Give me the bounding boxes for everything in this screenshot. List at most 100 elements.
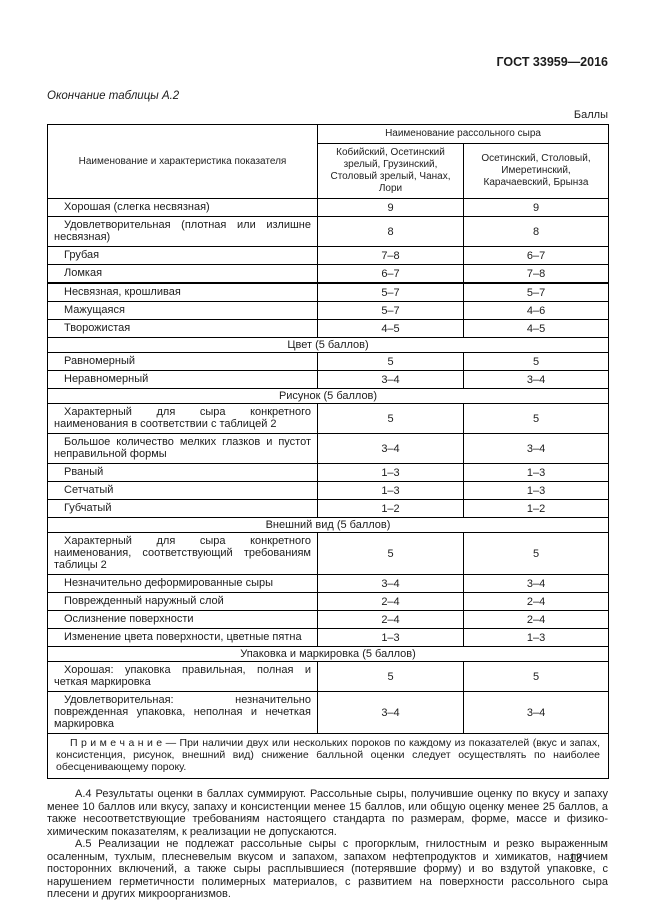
table-caption: Окончание таблицы А.2 [47, 89, 180, 102]
score-cell-group2: 5–7 [462, 282, 610, 302]
table-row: Характерный для сыра конкретного наимено… [47, 532, 610, 575]
indicator-cell: Равномерный [47, 352, 318, 371]
score-cell-group2: 5 [462, 661, 610, 692]
score-cell-group2: 9 [462, 198, 610, 217]
table-row: Мажущаяся 5–7 4–6 [47, 301, 610, 320]
score-cell-group2: 1–3 [462, 463, 610, 482]
score-cell-group1: 3–4 [317, 574, 464, 593]
score-cell-group1: 5–7 [317, 282, 464, 302]
table-row: Ломкая 6–7 7–8 [47, 264, 610, 284]
table-row: Незначительно деформированные сыры 3–4 3–4 [47, 574, 610, 593]
score-cell-group2: 6–7 [462, 246, 610, 265]
page-number: 13 [569, 852, 582, 865]
score-cell-group2: 2–4 [462, 592, 610, 611]
table-section-row: Цвет (5 баллов) [46, 337, 610, 353]
score-cell-group2: 4–6 [462, 301, 610, 320]
score-cell-group2: 5 [462, 352, 610, 371]
score-cell-group1: 2–4 [317, 592, 464, 611]
col-header-cheese-group2: Осетинский, Столовый, Имеретинский, Кара… [462, 143, 610, 199]
score-cell-group1: 3–4 [317, 370, 464, 389]
score-cell-group2: 3–4 [462, 370, 610, 389]
score-cell-group2: 5 [462, 532, 610, 575]
score-cell-group1: 4–5 [317, 319, 464, 338]
table-note-row: П р и м е ч а н и е — При наличии двух и… [46, 733, 610, 779]
table-row: Рваный 1–3 1–3 [47, 463, 610, 482]
table-row: Несвязная, крошливая 5–7 5–7 [47, 282, 610, 302]
col-header-indicator: Наименование и характеристика показателя [47, 124, 318, 199]
score-cell-group2: 1–3 [462, 481, 610, 500]
table-row: Хорошая: упаковка правильная, полная и ч… [47, 661, 610, 692]
score-cell-group2: 8 [462, 216, 610, 247]
score-cell-group1: 6–7 [317, 264, 464, 284]
score-cell-group1: 5–7 [317, 301, 464, 320]
table-row: Творожистая 4–5 4–5 [47, 319, 610, 338]
indicator-cell: Ломкая [47, 264, 318, 284]
paragraph-a5: А.5 Реализации не подлежат рассольные сы… [47, 838, 608, 900]
table-row: Поврежденный наружный слой 2–4 2–4 [47, 592, 610, 611]
section-header: Внешний вид (5 баллов) [46, 517, 610, 533]
score-cell-group1: 1–3 [317, 628, 464, 647]
section-header: Рисунок (5 баллов) [46, 388, 610, 404]
indicator-cell: Большое количество мелких глазков и пуст… [47, 433, 318, 464]
col-header-cheese-group1: Кобийский, Осетинский зрелый, Грузинский… [317, 143, 464, 199]
indicator-cell: Хорошая: упаковка правильная, полная и ч… [47, 661, 318, 692]
indicator-cell: Мажущаяся [47, 301, 318, 320]
score-cell-group1: 7–8 [317, 246, 464, 265]
score-cell-group2: 5 [462, 403, 610, 434]
table-row: Равномерный 5 5 [47, 352, 610, 371]
table-row: Ослизнение поверхности 2–4 2–4 [47, 610, 610, 629]
score-cell-group1: 5 [317, 352, 464, 371]
table-header-row-1: Наименование и характеристика показателя… [47, 124, 610, 199]
table-header-row-2: Кобийский, Осетинский зрелый, Грузинский… [48, 143, 610, 199]
section-header: Цвет (5 баллов) [46, 337, 610, 353]
indicator-cell: Творожистая [47, 319, 318, 338]
score-cell-group2: 1–2 [462, 499, 610, 518]
score-cell-group1: 1–3 [317, 463, 464, 482]
score-cell-group1: 5 [317, 532, 464, 575]
body-text: А.4 Результаты оценки в баллах суммируют… [47, 788, 608, 901]
table-row: Удовлетворительная (плотная или излишне … [47, 216, 610, 247]
indicator-cell: Хорошая (слегка несвязная) [47, 198, 318, 217]
indicator-cell: Несвязная, крошливая [47, 282, 318, 302]
col-header-group: Наименование рассольного сыра [316, 124, 610, 144]
indicator-cell: Удовлетворительная (плотная или излишне … [47, 216, 318, 247]
table-row: Характерный для сыра конкретного наимено… [47, 403, 610, 434]
indicator-cell: Характерный для сыра конкретного наимено… [47, 532, 318, 575]
score-cell-group2: 7–8 [462, 264, 610, 284]
table-section-row: Упаковка и маркировка (5 баллов) [46, 646, 610, 662]
score-cell-group2: 3–4 [462, 574, 610, 593]
score-cell-group1: 5 [317, 661, 464, 692]
section-header: Упаковка и маркировка (5 баллов) [46, 646, 610, 662]
units-label: Баллы [573, 109, 608, 121]
table-section-row: Рисунок (5 баллов) [46, 388, 610, 404]
score-cell-group2: 2–4 [462, 610, 610, 629]
score-cell-group2: 3–4 [462, 691, 610, 734]
score-cell-group2: 1–3 [462, 628, 610, 647]
score-cell-group1: 3–4 [317, 691, 464, 734]
table-row: Грубая 7–8 6–7 [47, 246, 610, 265]
score-cell-group1: 2–4 [317, 610, 464, 629]
doc-code: ГОСТ 33959—2016 [496, 55, 608, 69]
score-cell-group1: 9 [317, 198, 464, 217]
table-row: Сетчатый 1–3 1–3 [47, 481, 610, 500]
indicator-cell: Ослизнение поверхности [47, 610, 318, 629]
score-cell-group2: 3–4 [462, 433, 610, 464]
table-row: Губчатый 1–2 1–2 [47, 499, 610, 518]
indicator-cell: Изменение цвета поверхности, цветные пят… [47, 628, 318, 647]
table-row: Хорошая (слегка несвязная) 9 9 [47, 198, 610, 217]
table-row: Большое количество мелких глазков и пуст… [47, 433, 610, 464]
indicator-cell: Незначительно деформированные сыры [47, 574, 318, 593]
indicator-cell: Поврежденный наружный слой [47, 592, 318, 611]
table-note: П р и м е ч а н и е — При наличии двух и… [46, 733, 610, 779]
score-cell-group1: 8 [317, 216, 464, 247]
indicator-cell: Удовлетворительная: незначительно повреж… [47, 691, 318, 734]
indicator-cell: Рваный [47, 463, 318, 482]
indicator-cell: Характерный для сыра конкретного наимено… [47, 403, 318, 434]
scores-table: Наименование и характеристика показателя… [46, 124, 610, 779]
score-cell-group1: 5 [317, 403, 464, 434]
indicator-cell: Неравномерный [47, 370, 318, 389]
indicator-cell: Грубая [47, 246, 318, 265]
score-cell-group1: 1–3 [317, 481, 464, 500]
table-section-row: Внешний вид (5 баллов) [46, 517, 610, 533]
